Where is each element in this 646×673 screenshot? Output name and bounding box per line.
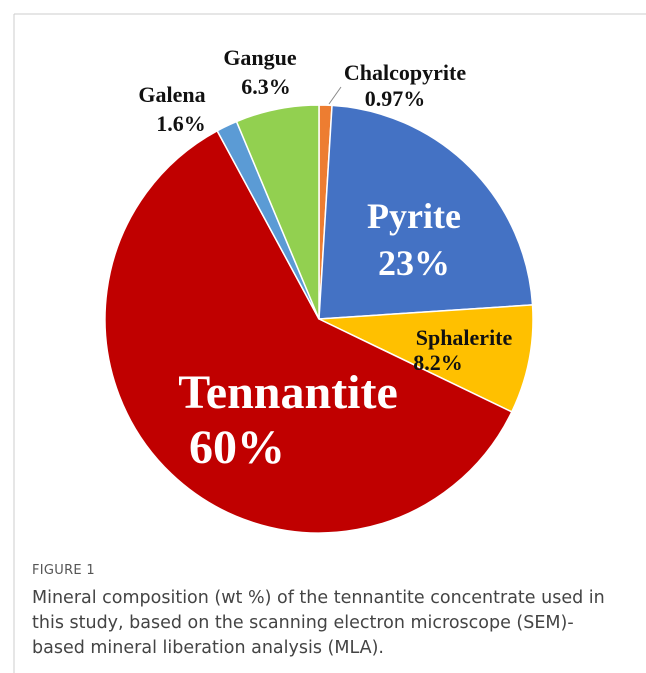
- slice-name: Sphalerite: [416, 325, 513, 350]
- slice-value-label: 6.3%: [241, 74, 291, 99]
- slice-value-label: 1.6%: [156, 111, 206, 136]
- slice-name: Galena: [138, 82, 205, 107]
- slice-name: Chalcopyrite: [344, 60, 466, 85]
- pie-slice: [104, 129, 513, 534]
- slice-value-label: 60%: [189, 421, 285, 474]
- figure-label: FIGURE 1: [32, 563, 95, 578]
- slice-name: Pyrite: [367, 196, 461, 236]
- pie-slice: [318, 104, 534, 320]
- slice-name: Gangue: [223, 45, 297, 70]
- slice-value-label: 23%: [378, 243, 450, 283]
- slice-name: Tennantite: [178, 366, 398, 419]
- slice-value-label: 8.2%: [413, 350, 463, 375]
- figure-caption: Mineral composition (wt %) of the tennan…: [32, 588, 605, 658]
- pie-slice: [235, 104, 320, 320]
- slice-value-label: 0.97%: [365, 86, 426, 111]
- pie-slice: [316, 304, 534, 413]
- leader-line: [328, 86, 342, 105]
